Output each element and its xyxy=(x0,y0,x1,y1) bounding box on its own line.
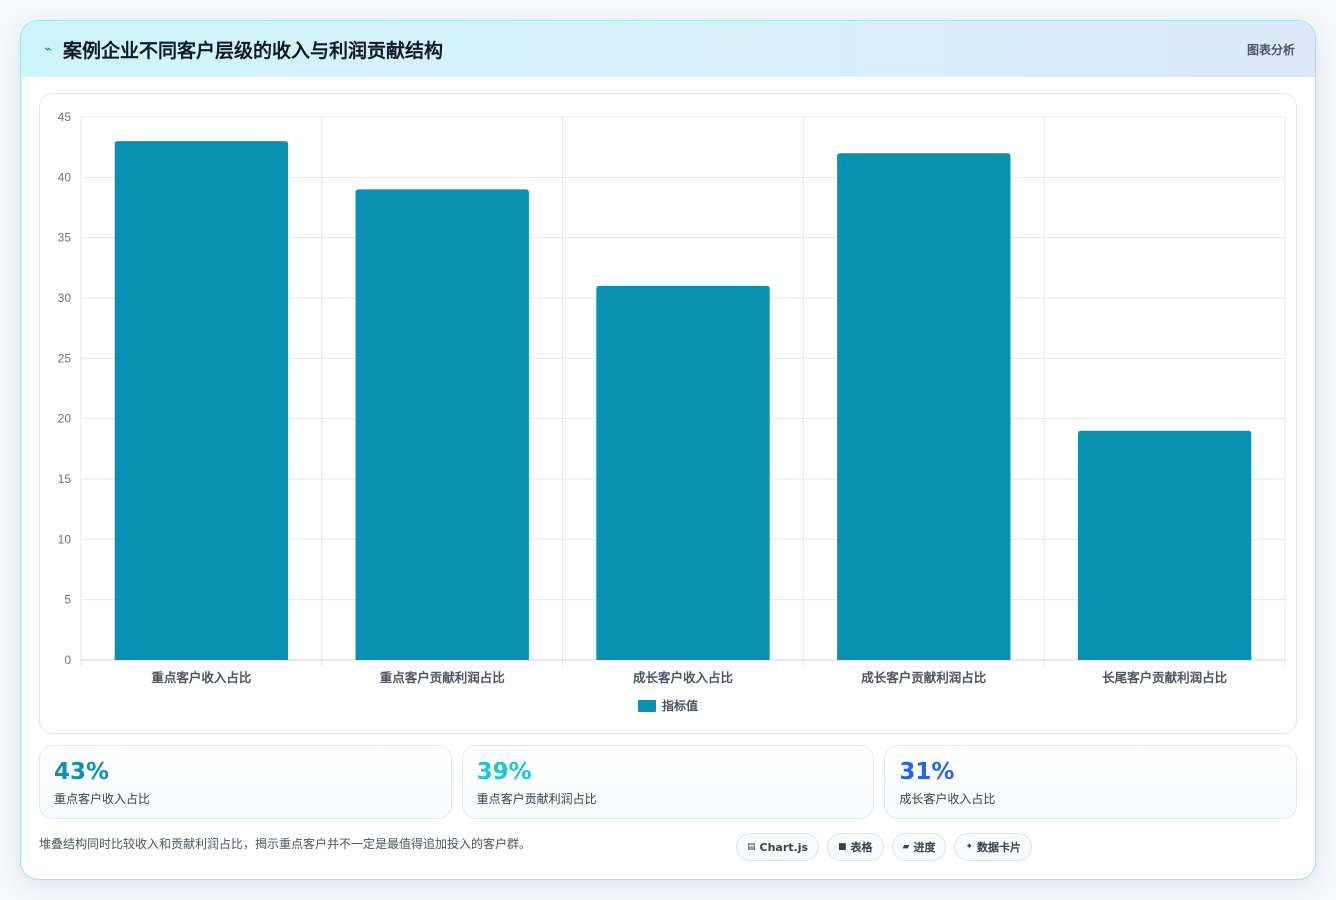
x-tick-label: 成长客户贡献利润占比 xyxy=(861,670,987,685)
card-header: ⌁ 案例企业不同客户层级的收入与利润贡献结构 图表分析 xyxy=(21,21,1315,77)
stat-label: 重点客户贡献利润占比 xyxy=(476,792,597,806)
y-tick-label: 15 xyxy=(58,472,72,486)
stat-value: 39% xyxy=(476,759,532,785)
y-tick-label: 5 xyxy=(64,593,71,607)
y-tick-label: 25 xyxy=(58,351,72,365)
x-tick-label: 重点客户贡献利润占比 xyxy=(380,670,506,685)
chart-icon: ▤ xyxy=(747,842,756,852)
header-tag: 图表分析 xyxy=(1246,42,1295,57)
table-icon: ■ xyxy=(838,842,847,852)
progress-icon: ▰ xyxy=(902,842,910,852)
bar xyxy=(114,141,289,661)
bar xyxy=(1077,430,1252,660)
chart-title: 案例企业不同客户层级的收入与利润贡献结构 xyxy=(63,39,444,62)
chip-list: ▤ Chart.js ■ 表格 ▰ 进度 ✦ 数据卡片 xyxy=(736,833,1033,861)
chip-label: 表格 xyxy=(850,841,873,854)
y-tick-label: 0 xyxy=(64,653,71,667)
sparkle-icon: ✦ xyxy=(965,842,974,852)
bar-chart: 0 5 10 15 20 25 30 35 40 45 重点客户收入占比 重点客户贡献利润占比 成长客户… xyxy=(58,110,1286,713)
y-tick-label: 20 xyxy=(58,412,72,426)
bar xyxy=(355,189,529,660)
chip-data-cards[interactable]: ✦ 数据卡片 xyxy=(954,833,1033,861)
chip-label: 进度 xyxy=(913,841,936,854)
y-tick-label: 10 xyxy=(58,532,72,546)
stat-value: 31% xyxy=(899,759,955,785)
chip-progress[interactable]: ▰ 进度 xyxy=(891,833,947,861)
stat-card: 43% 重点客户收入占比 xyxy=(39,745,452,819)
footer-note: 堆叠结构同时比较收入和贡献利润占比，揭示重点客户并不一定是最值得追加投入的客户群… xyxy=(39,837,532,851)
chip-chartjs[interactable]: ▤ Chart.js xyxy=(736,833,820,861)
title-wrap: ⌁ 案例企业不同客户层级的收入与利润贡献结构 xyxy=(41,36,443,63)
chip-label: 数据卡片 xyxy=(977,841,1022,854)
legend-label: 指标值 xyxy=(662,698,698,713)
x-tick-label: 长尾客户贡献利润占比 xyxy=(1102,670,1228,685)
legend-swatch xyxy=(638,700,656,712)
bar xyxy=(596,285,770,660)
stat-cards: 43% 重点客户收入占比 39% 重点客户贡献利润占比 31% 成长客户收入占比 xyxy=(39,745,1298,819)
stat-label: 重点客户收入占比 xyxy=(54,792,151,806)
y-tick-label: 35 xyxy=(58,231,72,245)
chip-table[interactable]: ■ 表格 xyxy=(827,833,884,861)
bar xyxy=(837,153,1011,660)
x-tick-label: 重点客户收入占比 xyxy=(151,670,252,685)
stat-card: 39% 重点客户贡献利润占比 xyxy=(461,745,875,819)
stat-card: 31% 成长客户收入占比 xyxy=(884,745,1298,819)
footer: 堆叠结构同时比较收入和贡献利润占比，揭示重点客户并不一定是最值得追加投入的客户群… xyxy=(39,831,1297,865)
stat-label: 成长客户收入占比 xyxy=(899,792,996,806)
x-tick-label: 成长客户收入占比 xyxy=(633,670,734,685)
lightning-icon: ⌁ xyxy=(44,41,52,57)
chart-card: ⌁ 案例企业不同客户层级的收入与利润贡献结构 图表分析 0 5 10 15 20 25 30… xyxy=(20,20,1316,880)
y-tick-label: 45 xyxy=(58,110,72,124)
chart-panel: 0 5 10 15 20 25 30 35 40 45 重点客户收入占比 重点客户贡献利润占比 成长客户… xyxy=(39,93,1297,734)
y-tick-label: 30 xyxy=(58,291,72,305)
stat-value: 43% xyxy=(54,759,110,785)
y-tick-label: 40 xyxy=(58,170,72,184)
chip-label: Chart.js xyxy=(759,840,809,854)
